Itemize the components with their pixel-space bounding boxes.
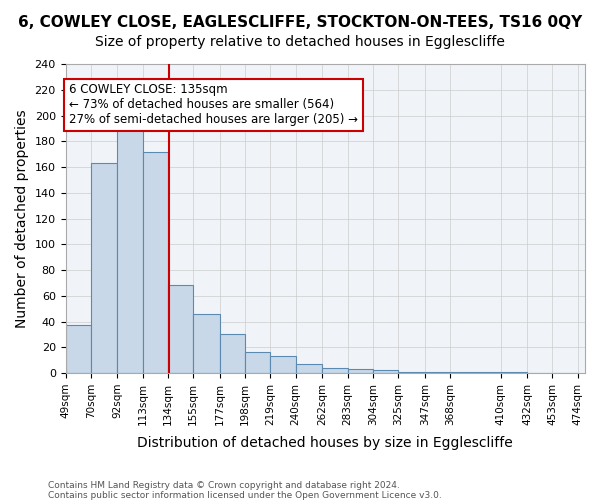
Bar [296, 364, 322, 373]
Bar [118, 126, 143, 373]
Text: Size of property relative to detached houses in Egglescliffe: Size of property relative to detached ho… [95, 35, 505, 49]
Bar [143, 152, 168, 373]
Y-axis label: Number of detached properties: Number of detached properties [15, 109, 29, 328]
Bar [373, 370, 398, 373]
Bar [398, 372, 425, 373]
Text: 6, COWLEY CLOSE, EAGLESCLIFFE, STOCKTON-ON-TEES, TS16 0QY: 6, COWLEY CLOSE, EAGLESCLIFFE, STOCKTON-… [18, 15, 582, 30]
Text: 6 COWLEY CLOSE: 135sqm
← 73% of detached houses are smaller (564)
27% of semi-de: 6 COWLEY CLOSE: 135sqm ← 73% of detached… [69, 84, 358, 126]
Text: Contains HM Land Registry data © Crown copyright and database right 2024.: Contains HM Land Registry data © Crown c… [48, 481, 400, 490]
Bar [450, 372, 500, 373]
Bar [500, 372, 527, 373]
Bar [271, 356, 296, 373]
Bar [193, 314, 220, 373]
Bar [322, 368, 347, 373]
Text: Contains public sector information licensed under the Open Government Licence v3: Contains public sector information licen… [48, 491, 442, 500]
Bar [220, 334, 245, 373]
Bar [425, 372, 450, 373]
Bar [65, 326, 91, 373]
Bar [91, 163, 118, 373]
Bar [245, 352, 271, 373]
X-axis label: Distribution of detached houses by size in Egglescliffe: Distribution of detached houses by size … [137, 436, 513, 450]
Bar [347, 369, 373, 373]
Bar [168, 286, 193, 373]
